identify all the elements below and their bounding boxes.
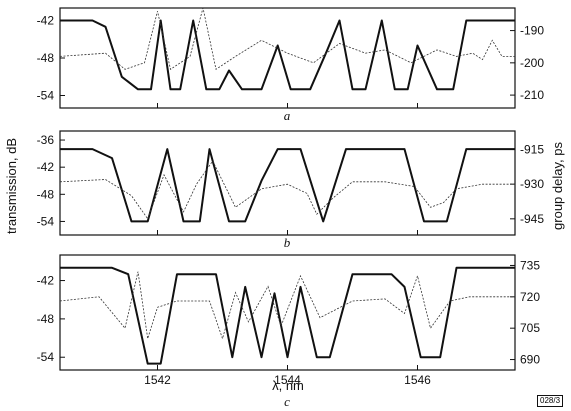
y2-axis-label: group delay, ps: [550, 142, 565, 230]
y2-tick-label: -930: [520, 177, 544, 191]
y2-tick-label: -915: [520, 142, 544, 156]
panel-label-b: b: [284, 235, 291, 250]
group-delay-series-line: [59, 7, 515, 70]
y2-tick-label: -210: [520, 88, 544, 102]
x-tick-label: 1544: [274, 373, 301, 387]
y-tick-label: -42: [37, 160, 55, 174]
x-tick-label: 1542: [144, 373, 171, 387]
y2-tick-label: 735: [520, 258, 540, 272]
y2-tick-label: 720: [520, 290, 540, 304]
y-tick-label: -36: [37, 133, 55, 147]
y2-tick-label: -945: [520, 212, 544, 226]
group-delay-series-line: [59, 160, 515, 220]
group-delay-series-line: [59, 271, 515, 340]
y-tick-label: -42: [37, 274, 55, 288]
transmission-series-line: [60, 19, 515, 91]
y-tick-label: -54: [37, 214, 55, 228]
y-tick-label: -48: [37, 51, 55, 65]
plot-frame: [59, 7, 516, 109]
panel-c: -42 -48 -54 735 720 705 690 1542 1544 1546: [37, 254, 540, 387]
y2-tick-label: 690: [520, 353, 540, 367]
y2-tick-label: -200: [520, 56, 544, 70]
figure-code: 028/3: [537, 395, 564, 407]
x-tick-label: 1546: [404, 373, 431, 387]
y-tick-label: -48: [37, 312, 55, 326]
y-tick-label: -54: [37, 89, 55, 103]
panel-label-c: c: [284, 394, 290, 409]
panel-label-a: a: [284, 108, 291, 123]
y2-tick-label: 705: [520, 321, 540, 335]
y-tick-label: -42: [37, 14, 55, 28]
y-axis-label: transmission, dB: [4, 138, 19, 234]
y-tick-label: -54: [37, 350, 55, 364]
transmission-series-line: [60, 148, 515, 223]
y-tick-label: -48: [37, 187, 55, 201]
panel-a: -42 -48 -54 -190 -200 -210: [37, 7, 544, 109]
x-axis-label: λ, nm: [272, 378, 304, 393]
panel-b: -36 -42 -48 -54 -915 -930 -945: [37, 130, 544, 236]
y2-tick-label: -190: [520, 24, 544, 38]
